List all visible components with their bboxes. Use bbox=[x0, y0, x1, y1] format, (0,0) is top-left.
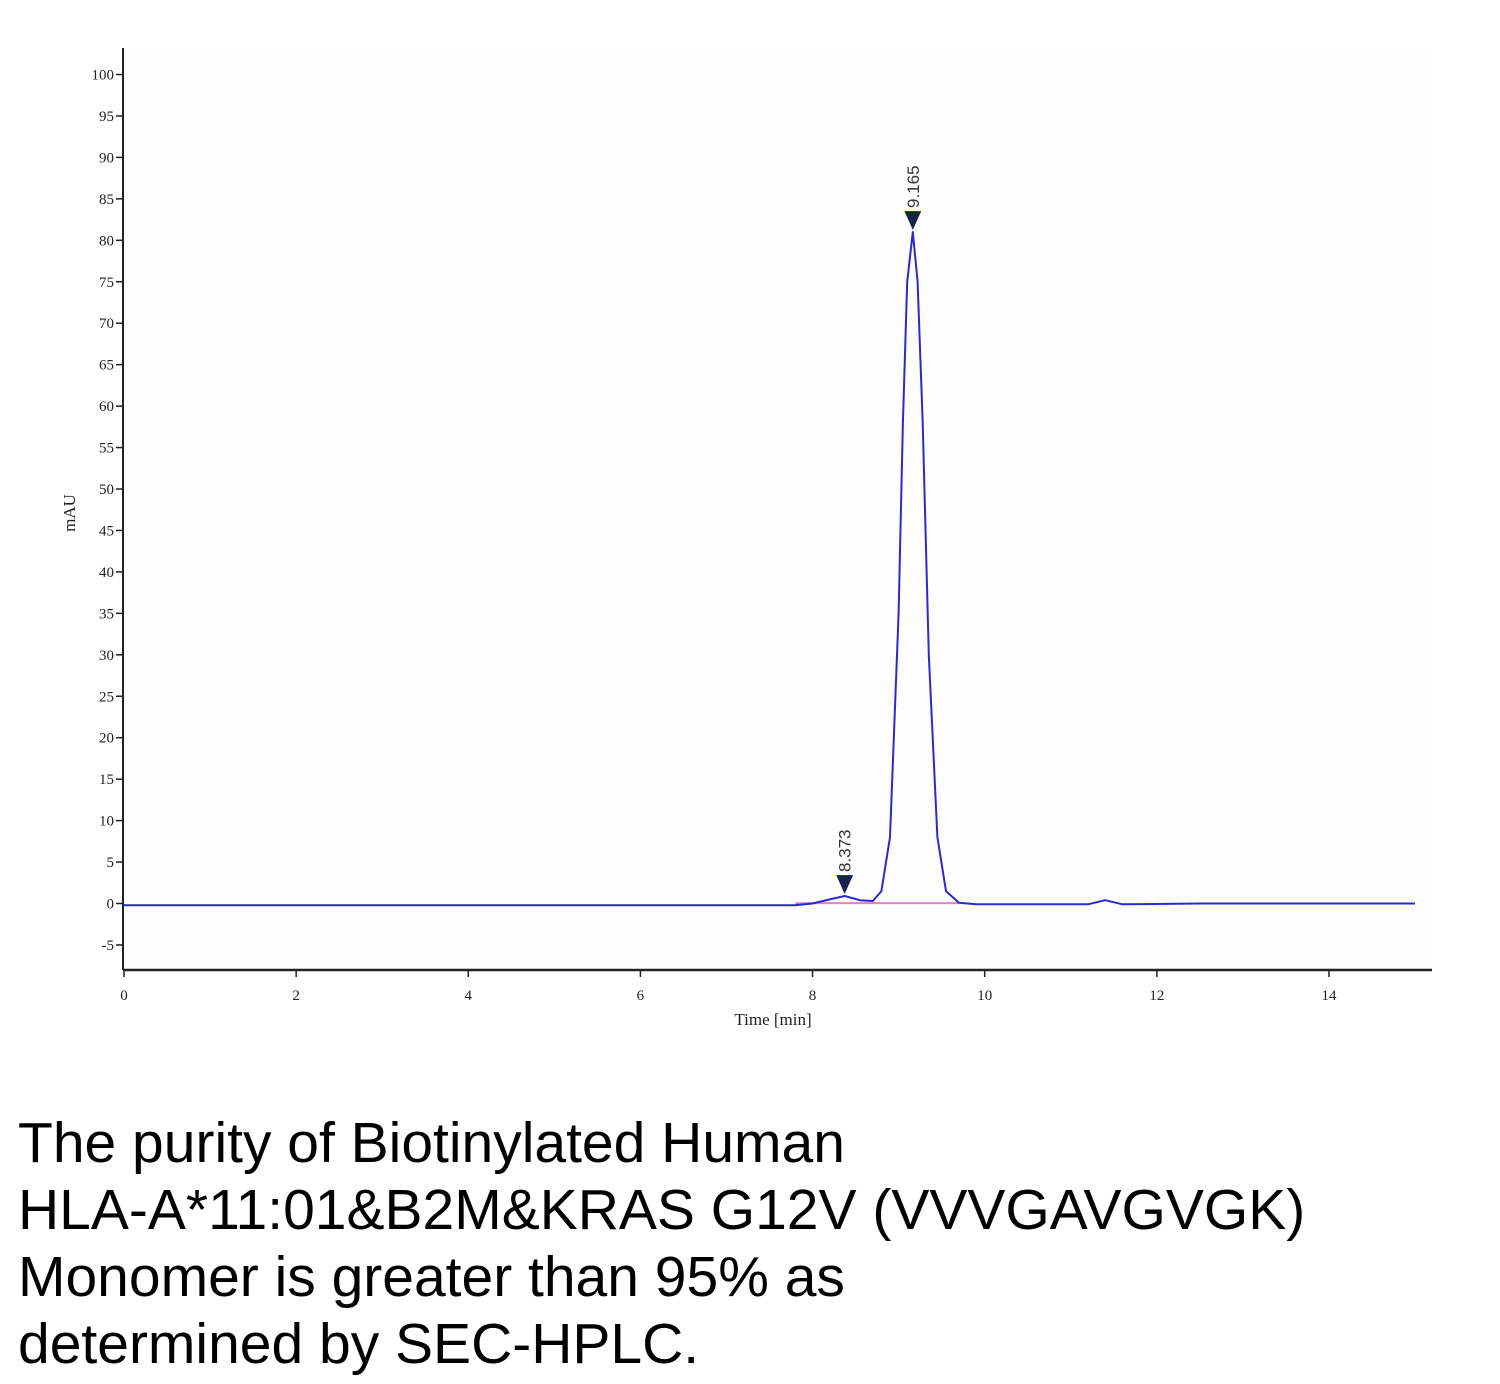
x-tick-label: 12 bbox=[1149, 988, 1164, 1004]
x-tick-label: 10 bbox=[977, 988, 992, 1004]
x-axis-title: Time [min] bbox=[734, 1010, 811, 1029]
y-tick-label: 50 bbox=[99, 482, 114, 498]
y-tick-label: 75 bbox=[99, 275, 114, 291]
peak-marker bbox=[904, 212, 921, 231]
y-tick-label: 5 bbox=[107, 855, 115, 871]
y-tick-label: 15 bbox=[99, 772, 114, 788]
y-tick-label: 65 bbox=[99, 358, 114, 374]
peak-label: 9.165 bbox=[904, 165, 923, 208]
y-tick-label: 80 bbox=[99, 233, 114, 249]
y-tick-label: -5 bbox=[102, 938, 115, 954]
y-tick-label: 70 bbox=[99, 316, 114, 332]
x-tick-label: 4 bbox=[465, 988, 473, 1004]
y-tick-label: 85 bbox=[99, 192, 114, 208]
y-tick-label: 0 bbox=[107, 897, 115, 913]
y-tick-label: 45 bbox=[99, 523, 114, 539]
chromatogram-trace bbox=[124, 231, 1415, 907]
y-tick-label: 30 bbox=[99, 648, 114, 664]
y-tick-label: 10 bbox=[99, 814, 114, 830]
chromatogram-chart: -505101520253035404550556065707580859095… bbox=[60, 48, 1432, 1029]
figure-caption: The purity of Biotinylated Human HLA-A*1… bbox=[18, 1110, 1478, 1378]
caption-line: Monomer is greater than 95% as bbox=[18, 1245, 845, 1309]
y-tick-label: 25 bbox=[99, 689, 114, 705]
y-tick-label: 35 bbox=[99, 606, 114, 622]
plot-area bbox=[124, 48, 1432, 970]
x-tick-label: 2 bbox=[292, 988, 300, 1004]
y-tick-label: 90 bbox=[99, 150, 114, 166]
y-tick-label: 95 bbox=[99, 109, 114, 125]
y-tick-label: 60 bbox=[99, 399, 114, 415]
peak-label: 8.373 bbox=[836, 829, 855, 872]
y-tick-label: 20 bbox=[99, 731, 114, 747]
y-tick-label: 40 bbox=[99, 565, 114, 581]
y-axis-title: mAU bbox=[60, 494, 79, 532]
x-tick-label: 0 bbox=[120, 988, 128, 1004]
y-tick-label: 55 bbox=[99, 441, 114, 457]
caption-line: determined by SEC-HPLC. bbox=[18, 1312, 700, 1376]
caption-line: The purity of Biotinylated Human bbox=[18, 1111, 845, 1175]
peak-marker bbox=[836, 876, 853, 895]
x-tick-label: 6 bbox=[637, 988, 645, 1004]
y-tick-label: 100 bbox=[92, 68, 115, 84]
caption-line: HLA-A*11:01&B2M&KRAS G12V (VVVGAVGVGK) bbox=[18, 1178, 1306, 1242]
x-tick-label: 14 bbox=[1321, 988, 1337, 1004]
x-tick-label: 8 bbox=[809, 988, 817, 1004]
